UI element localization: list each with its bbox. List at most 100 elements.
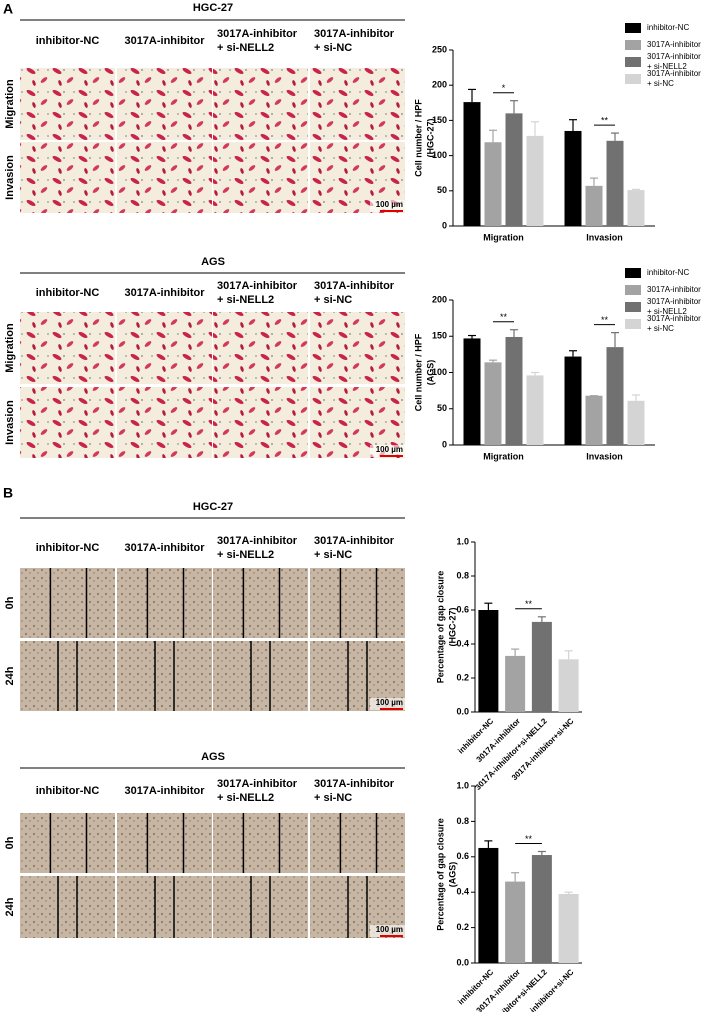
column-header: 3017A-inhibitor <box>124 35 205 47</box>
column-header: 3017A-inhibitor <box>314 778 395 790</box>
column-header: inhibitor-NC <box>36 287 100 299</box>
significance-label: ** <box>525 599 533 609</box>
bar <box>585 395 603 445</box>
y-tick-label: 50 <box>437 403 447 413</box>
y-tick-label: 100 <box>432 150 447 160</box>
row-label: 24h <box>4 897 16 916</box>
row-label: Invasion <box>4 155 16 200</box>
significance-label: * <box>502 83 506 93</box>
bar <box>564 356 582 445</box>
scale-bar-label: 100 µm <box>376 925 403 934</box>
y-tick-label: 150 <box>432 115 447 125</box>
bar <box>564 130 582 226</box>
bar <box>505 881 526 963</box>
micrograph <box>20 813 115 873</box>
bar <box>526 135 544 226</box>
column-header: 3017A-inhibitor <box>314 535 395 547</box>
scale-bar-bg <box>370 200 405 212</box>
y-tick-label: 1.0 <box>456 780 469 790</box>
panel-label: B <box>3 485 13 501</box>
y-tick-label: 0.8 <box>456 570 469 580</box>
micrograph <box>213 142 308 213</box>
y-tick-label: 250 <box>432 44 447 54</box>
scale-bar-bg <box>370 445 405 457</box>
y-tick-label: 100 <box>432 367 447 377</box>
bar <box>478 610 499 712</box>
micrograph <box>117 142 212 213</box>
bar <box>478 847 499 963</box>
row-label: 0h <box>4 836 16 849</box>
y-tick-label: 0.8 <box>456 816 469 826</box>
significance-label: ** <box>601 115 609 125</box>
micrograph <box>20 568 115 638</box>
column-header: 3017A-inhibitor <box>217 535 298 547</box>
legend-label: 3017A-inhibitor <box>647 297 701 306</box>
legend-label: 3017A-inhibitor <box>647 314 701 323</box>
legend-label: + si-NELL2 <box>647 62 687 71</box>
legend-swatch <box>625 285 641 295</box>
column-header: 3017A-inhibitor <box>217 28 298 40</box>
column-header: + si-NELL2 <box>217 42 274 54</box>
micrograph <box>20 641 115 711</box>
legend-label: 3017A-inhibitor <box>647 285 701 294</box>
column-header: inhibitor-NC <box>36 542 100 554</box>
bar <box>558 659 579 712</box>
grid-title: HGC-27 <box>193 2 233 14</box>
bar <box>531 621 552 712</box>
bar <box>505 655 526 712</box>
micrograph <box>20 68 115 140</box>
row-label: Migration <box>4 323 16 373</box>
legend-swatch <box>625 268 641 278</box>
significance-label: ** <box>601 315 609 325</box>
column-header: 3017A-inhibitor <box>314 28 395 40</box>
y-tick-label: 0.2 <box>456 672 469 682</box>
scale-bar-bg <box>370 925 405 937</box>
column-header: + si-NC <box>314 294 352 306</box>
micrograph <box>20 876 115 938</box>
bar <box>463 338 481 445</box>
grid-title: AGS <box>201 256 225 268</box>
y-tick-label: 0.6 <box>456 604 469 614</box>
micrograph <box>213 641 308 711</box>
y-tick-label: 0.0 <box>456 706 469 716</box>
column-header: + si-NELL2 <box>217 549 274 561</box>
legend-label: 3017A-inhibitor <box>647 40 701 49</box>
x-tick-label: Invasion <box>586 232 623 242</box>
panel-label: A <box>3 1 13 17</box>
legend-label: 3017A-inhibitor <box>647 52 701 61</box>
scale-bar-bg <box>370 698 405 710</box>
column-header: 3017A-inhibitor <box>124 785 205 797</box>
legend-swatch <box>625 302 641 312</box>
legend-swatch <box>625 57 641 67</box>
y-axis-label: (HGC-27) <box>425 118 435 157</box>
micrograph <box>117 568 212 638</box>
y-axis-label: (AGS) <box>425 360 435 386</box>
column-header: 3017A-inhibitor <box>124 542 205 554</box>
y-tick-label: 0.4 <box>456 638 469 648</box>
micrograph <box>20 312 115 384</box>
bar <box>606 140 624 226</box>
significance-label: ** <box>500 312 508 322</box>
column-header: inhibitor-NC <box>36 35 100 47</box>
bar <box>505 113 523 226</box>
bar <box>484 362 502 445</box>
bar <box>531 855 552 963</box>
legend-label: + si-NC <box>647 79 674 88</box>
micrograph <box>117 813 212 873</box>
scale-bar-label: 100 µm <box>376 200 403 209</box>
y-tick-label: 0.0 <box>456 957 469 967</box>
bar <box>463 102 481 226</box>
bar <box>585 185 603 226</box>
micrograph <box>117 68 212 140</box>
legend-swatch <box>625 74 641 84</box>
scale-bar-label: 100 µm <box>376 445 403 454</box>
legend-label: inhibitor-NC <box>647 23 689 32</box>
bar <box>627 400 645 445</box>
y-tick-label: 0 <box>442 439 447 449</box>
column-header: + si-NC <box>314 42 352 54</box>
grid-title: HGC-27 <box>193 501 233 513</box>
legend-label: + si-NC <box>647 324 674 333</box>
x-tick-label: Invasion <box>586 451 623 461</box>
bar <box>606 347 624 445</box>
